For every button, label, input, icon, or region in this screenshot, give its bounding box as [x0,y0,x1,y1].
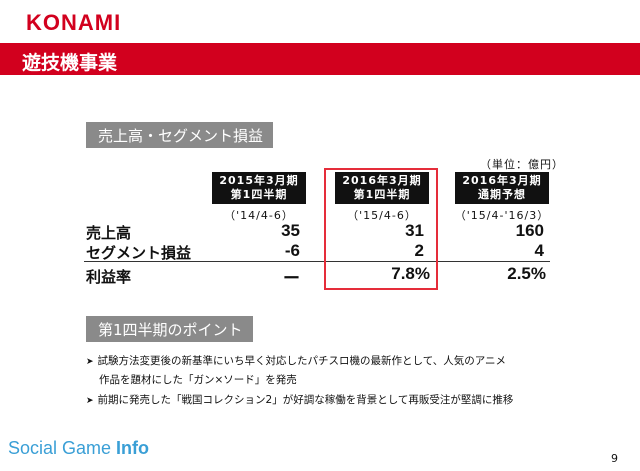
column-header-line1: 2015年3月期 [219,174,299,187]
column-header-fy2016-q1: 2016年3月期 第1四半期 [335,172,429,204]
cell-segment-fy2016-q1: 2 [414,241,424,260]
column-header-line1: 2016年3月期 [462,174,542,187]
unit-label: （単位：億円） [480,158,564,171]
cell-sales-fy2016-q1: 31 [405,221,424,240]
bullet-text: 試験方法変更後の新基準にいち早く対応したパチスロ機の最新作として、人気のアニメ [97,355,506,367]
cell-margin-fy2016-forecast: 2.5% [507,264,546,283]
column-header-line2: 第1四半期 [230,188,288,201]
bullet-arrow-icon: ➤ [86,396,94,406]
watermark-text-bold: Info [116,438,150,458]
table-divider [84,261,550,262]
bullet-point-2: ➤ 前期に発売した「戦国コレクション2」が好調な稼働を背景として再販受注が堅調に推… [86,391,556,410]
section-label-points: 第1四半期のポイント [86,316,253,342]
period-fy2015-q1: （'14/4-6） [224,209,294,222]
row-label-margin: 利益率 [86,268,132,286]
page-number: 9 [611,452,618,465]
period-fy2016-q1: （'15/4-6） [347,209,417,222]
column-header-fy2015-q1: 2015年3月期 第1四半期 [212,172,306,204]
cell-segment-fy2016-forecast: 4 [534,241,544,260]
column-header-fy2016-forecast: 2016年3月期 通期予想 [455,172,549,204]
konami-logo: KONAMI [26,10,122,35]
cell-segment-fy2015-q1: -6 [284,241,300,260]
column-header-line2: 通期予想 [478,188,526,201]
watermark: Social Game Info [8,438,149,459]
section-label-sales: 売上高・セグメント損益 [86,122,274,148]
cell-sales-fy2016-forecast: 160 [515,221,544,240]
highlight-box [324,168,438,290]
column-header-line2: 第1四半期 [353,188,411,201]
bullet-text-continued: 作品を題材にした「ガン×ソード」を発売 [99,374,297,386]
bullet-point-1: ➤ 試験方法変更後の新基準にいち早く対応したパチスロ機の最新作として、人気のアニメ… [86,352,556,389]
bullet-arrow-icon: ➤ [86,357,94,367]
row-label-segment-profit: セグメント損益 [86,244,192,262]
cell-sales-fy2015-q1: 35 [281,221,300,240]
cell-margin-fy2016-q1: 7.8% [391,264,430,283]
watermark-text: Social Game [8,438,117,458]
bullet-text: 前期に発売した「戦国コレクション2」が好調な稼働を背景として再販受注が堅調に推移 [97,394,514,406]
row-label-sales: 売上高 [86,224,132,242]
period-fy2016-forecast: （'15/4-'16/3） [454,209,550,222]
column-header-line1: 2016年3月期 [342,174,422,187]
cell-margin-fy2015-q1: ー [283,269,300,288]
page-title: 遊技機事業 [0,43,640,75]
